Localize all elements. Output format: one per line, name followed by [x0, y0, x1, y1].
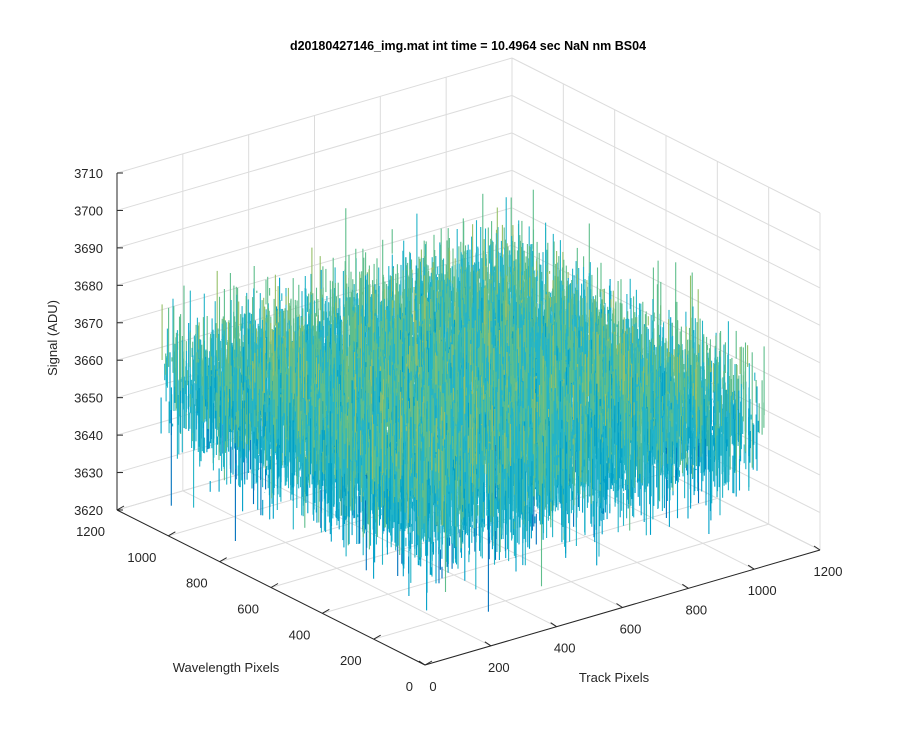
surface-layer	[161, 190, 764, 612]
